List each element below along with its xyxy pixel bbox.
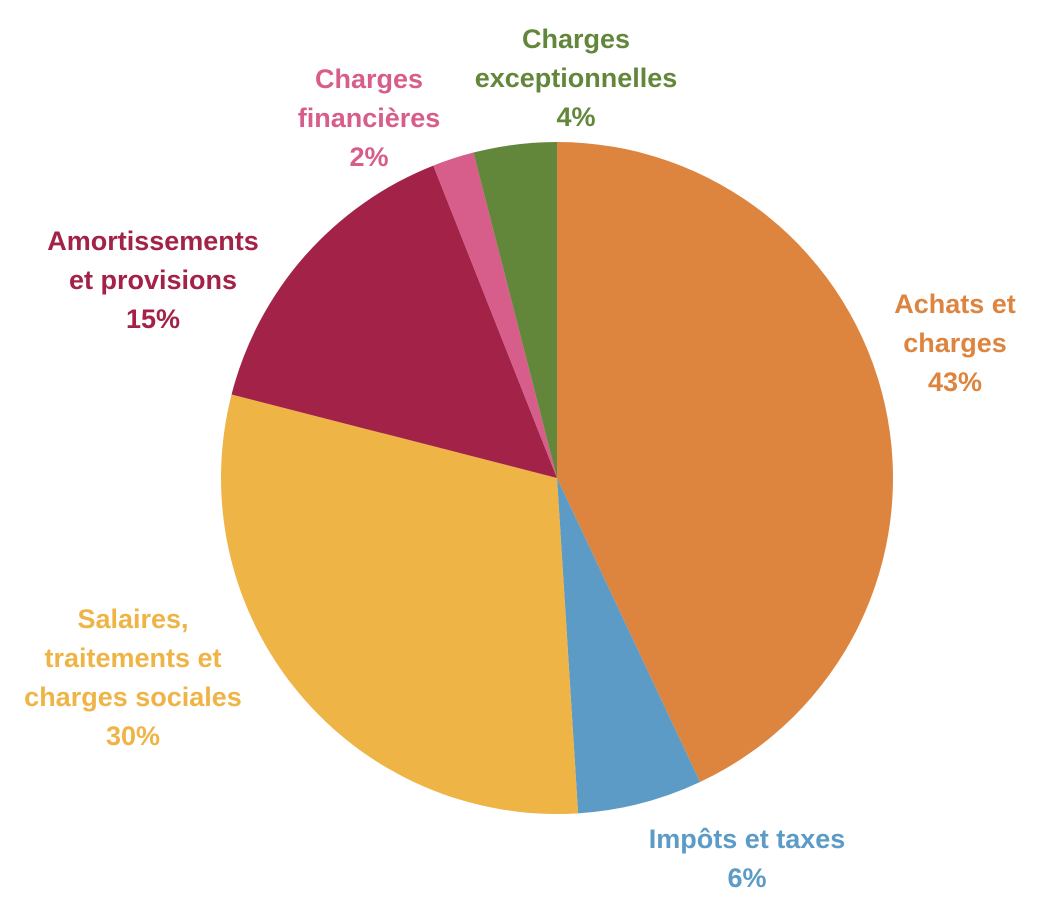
slice-name-line: Achats et <box>894 289 1016 319</box>
slice-name-line: financières <box>298 103 441 133</box>
pie-slices <box>221 142 893 815</box>
slice-value-label: 4% <box>556 102 595 132</box>
slice-label-impots-et-taxes: Impôts et taxes 6% <box>649 824 846 893</box>
slice-name-line: Charges <box>522 24 630 54</box>
slice-name-line: Impôts et taxes <box>649 824 846 854</box>
slice-value-label: 2% <box>349 142 388 172</box>
slice-name-line: charges sociales <box>24 682 242 712</box>
pie-slice-charges-financieres <box>433 152 557 478</box>
slice-label-charges-exceptionnelles: Charges exceptionnelles 4% <box>475 24 678 132</box>
slice-name-line: traitements et <box>44 643 221 673</box>
slice-value-label: 15% <box>126 304 180 334</box>
slice-name-line: Amortissements <box>47 226 259 256</box>
slice-name-line: exceptionnelles <box>475 63 678 93</box>
pie-slice-amortissements-et-provisions <box>231 165 557 478</box>
slice-name-line: charges <box>903 328 1007 358</box>
slice-name-line: Salaires, <box>77 604 188 634</box>
slice-label-amortissements-et-provisions: Amortissements et provisions 15% <box>47 226 259 334</box>
pie-slice-impots-et-taxes <box>557 478 701 814</box>
slice-label-charges-financieres: Charges financières 2% <box>298 64 441 172</box>
slice-label-salaires-traitements-et-charges-sociales: Salaires, traitements et charges sociales 3… <box>24 604 242 751</box>
pie-slice-achats-et-charges <box>557 142 893 783</box>
slice-name-line: et provisions <box>69 265 237 295</box>
slice-value-label: 30% <box>106 721 160 751</box>
slice-name-line: Charges <box>315 64 423 94</box>
pie-slice-charges-exceptionnelles <box>473 142 557 478</box>
slice-value-label: 6% <box>727 863 766 893</box>
slice-value-label: 43% <box>928 367 982 397</box>
slice-label-achats-et-charges: Achats et charges 43% <box>894 289 1016 397</box>
pie-labels: Achats et charges 43% Impôts et taxes 6% Sala… <box>24 24 1016 893</box>
pie-slice-salaires-traitements-et-charges-sociales <box>221 394 579 815</box>
